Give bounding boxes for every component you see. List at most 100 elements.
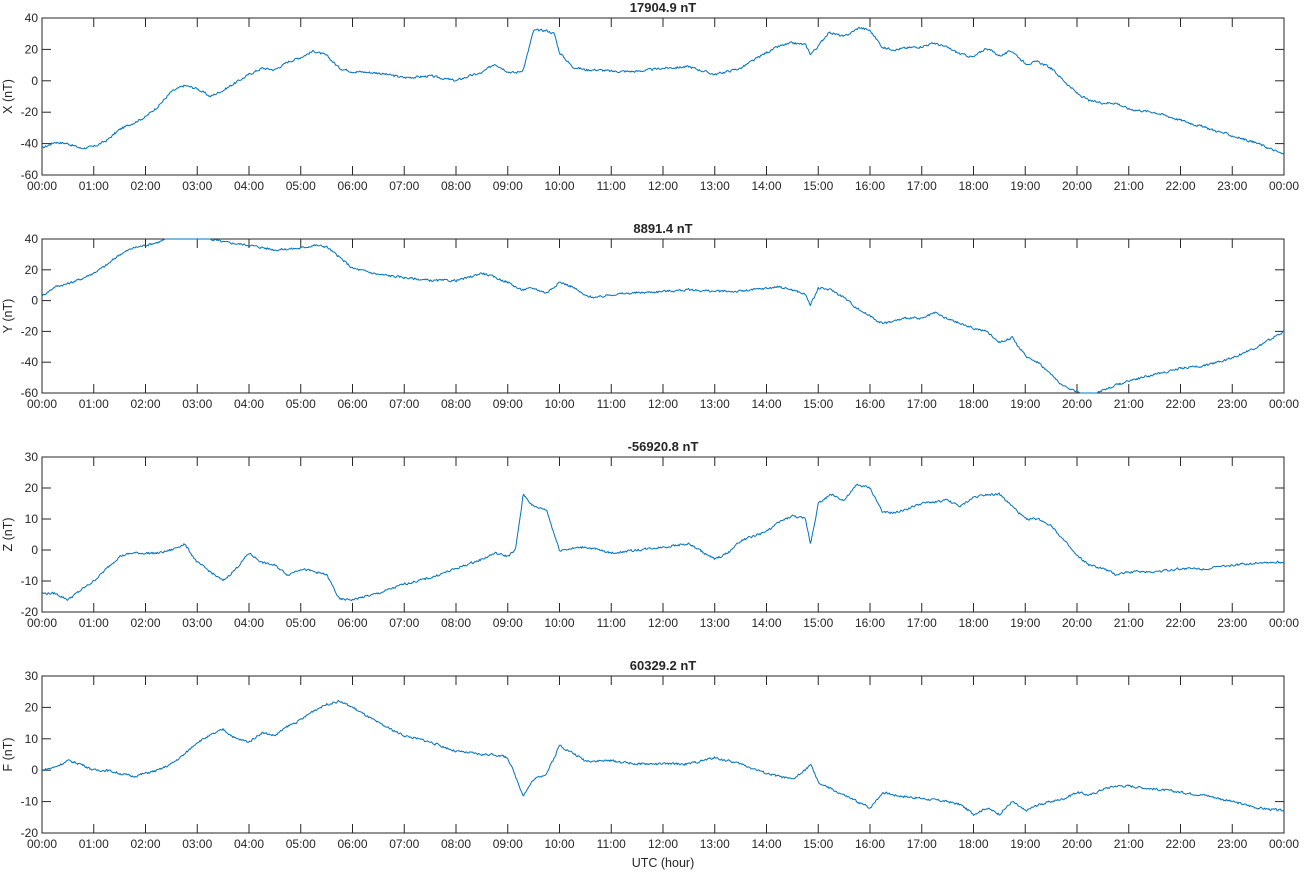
x-tick-label: 23:00 — [1217, 837, 1247, 851]
y-tick-label: 30 — [25, 669, 39, 683]
panel-title: 60329.2 nT — [630, 658, 697, 673]
panel-f: 00:00 01:00 02:00 03:00 04:00 05:00 06:00 07:00… — [1, 658, 1299, 870]
y-tick-label: 10 — [25, 512, 39, 526]
x-tick-label: 12:00 — [648, 616, 678, 630]
x-tick-label: 10:00 — [544, 179, 574, 193]
x-tick-label: 03:00 — [182, 616, 212, 630]
series-line-f — [41, 699, 1285, 816]
x-tick-label: 00:00 — [27, 179, 57, 193]
series-line-y — [41, 238, 1285, 394]
x-tick-label: 15:00 — [803, 616, 833, 630]
x-tick-label: 12:00 — [648, 397, 678, 411]
panel-x: 00:00 01:00 02:00 03:00 04:00 05:00 06:00 07:00… — [1, 0, 1299, 193]
x-tick-label: 15:00 — [803, 179, 833, 193]
x-tick-label: 04:00 — [234, 616, 264, 630]
x-tick-label: 21:00 — [1114, 397, 1144, 411]
x-tick-label: 11:00 — [597, 616, 626, 630]
x-tick-label: 22:00 — [1165, 397, 1195, 411]
x-tick-label: 17:00 — [907, 397, 937, 411]
x-tick-label: 08:00 — [441, 616, 471, 630]
x-tick-label: 10:00 — [544, 616, 574, 630]
series-line-x — [41, 26, 1285, 156]
y-tick-label: -20 — [21, 605, 39, 619]
x-tick-label: 06:00 — [337, 616, 367, 630]
x-tick-label: 05:00 — [286, 837, 316, 851]
x-tick-label: 04:00 — [234, 837, 264, 851]
y-tick-label: -60 — [21, 386, 39, 400]
y-tick-label: -10 — [21, 574, 39, 588]
x-tick-label: 17:00 — [907, 616, 937, 630]
x-tick-label: 23:00 — [1217, 397, 1247, 411]
y-tick-label: -20 — [21, 826, 39, 840]
y-tick-label: -20 — [21, 324, 39, 338]
panel-title: -56920.8 nT — [628, 439, 699, 454]
y-axis-label: Z (nT) — [1, 517, 15, 551]
y-axis-label: Y (nT) — [1, 299, 15, 334]
x-tick-label: 11:00 — [597, 179, 626, 193]
x-tick-label: 08:00 — [441, 179, 471, 193]
x-axis-label: UTC (hour) — [632, 856, 695, 870]
x-tick-label: 21:00 — [1114, 837, 1144, 851]
x-tick-label: 01:00 — [79, 616, 109, 630]
x-tick-label: 22:00 — [1165, 179, 1195, 193]
x-tick-label: 23:00 — [1217, 616, 1247, 630]
x-tick-label: 02:00 — [130, 397, 160, 411]
x-tick-label: 23:00 — [1217, 179, 1247, 193]
x-tick-label: 22:00 — [1165, 616, 1195, 630]
y-tick-label: -10 — [21, 795, 39, 809]
x-tick-label: 09:00 — [493, 179, 523, 193]
y-tick-label: -20 — [21, 105, 39, 119]
x-tick-label: 13:00 — [700, 397, 730, 411]
x-tick-label: 18:00 — [958, 397, 988, 411]
y-tick-label: 20 — [25, 481, 39, 495]
y-tick-label: 10 — [25, 732, 39, 746]
x-tick-label: 09:00 — [493, 616, 523, 630]
x-tick-label: 18:00 — [958, 179, 988, 193]
x-tick-label: 21:00 — [1114, 616, 1144, 630]
x-tick-label: 01:00 — [79, 837, 109, 851]
x-tick-label: 02:00 — [130, 837, 160, 851]
x-tick-label: 03:00 — [182, 837, 212, 851]
x-tick-label: 07:00 — [389, 397, 419, 411]
x-tick-label: 19:00 — [1010, 837, 1040, 851]
x-tick-label: 03:00 — [182, 179, 212, 193]
x-tick-label: 06:00 — [337, 397, 367, 411]
x-tick-label: 09:00 — [493, 397, 523, 411]
x-tick-label: 16:00 — [855, 616, 885, 630]
x-tick-label: 15:00 — [803, 397, 833, 411]
x-tick-label: 13:00 — [700, 616, 730, 630]
x-tick-label: 14:00 — [751, 616, 781, 630]
y-tick-label: 40 — [25, 232, 39, 246]
x-tick-label: 05:00 — [286, 397, 316, 411]
x-tick-label: 14:00 — [751, 837, 781, 851]
x-tick-label: 13:00 — [700, 179, 730, 193]
x-tick-label: 11:00 — [597, 397, 626, 411]
x-tick-label: 01:00 — [79, 179, 109, 193]
y-tick-label: -60 — [21, 168, 39, 182]
x-tick-label: 10:00 — [544, 397, 574, 411]
x-tick-label: 04:00 — [234, 179, 264, 193]
x-tick-label: 05:00 — [286, 616, 316, 630]
x-tick-label: 22:00 — [1165, 837, 1195, 851]
x-tick-label: 01:00 — [79, 397, 109, 411]
x-tick-label: 04:00 — [234, 397, 264, 411]
x-tick-label: 12:00 — [648, 179, 678, 193]
plot-frame — [41, 675, 1285, 834]
x-tick-label: 08:00 — [441, 837, 471, 851]
x-tick-label: 13:00 — [700, 837, 730, 851]
x-tick-label: 21:00 — [1114, 179, 1144, 193]
x-tick-label: 08:00 — [441, 397, 471, 411]
y-axis-label: F (nT) — [1, 737, 15, 771]
y-tick-label: -40 — [21, 137, 39, 151]
x-tick-label: 10:00 — [544, 837, 574, 851]
x-tick-label: 14:00 — [751, 179, 781, 193]
x-tick-label: 06:00 — [337, 837, 367, 851]
plot-frame — [41, 17, 1285, 176]
y-tick-label: 20 — [25, 700, 39, 714]
panel-title: 17904.9 nT — [630, 0, 697, 15]
y-tick-label: 20 — [25, 42, 39, 56]
x-tick-label: 20:00 — [1062, 837, 1092, 851]
x-tick-label: 14:00 — [751, 397, 781, 411]
x-tick-label: 16:00 — [855, 397, 885, 411]
